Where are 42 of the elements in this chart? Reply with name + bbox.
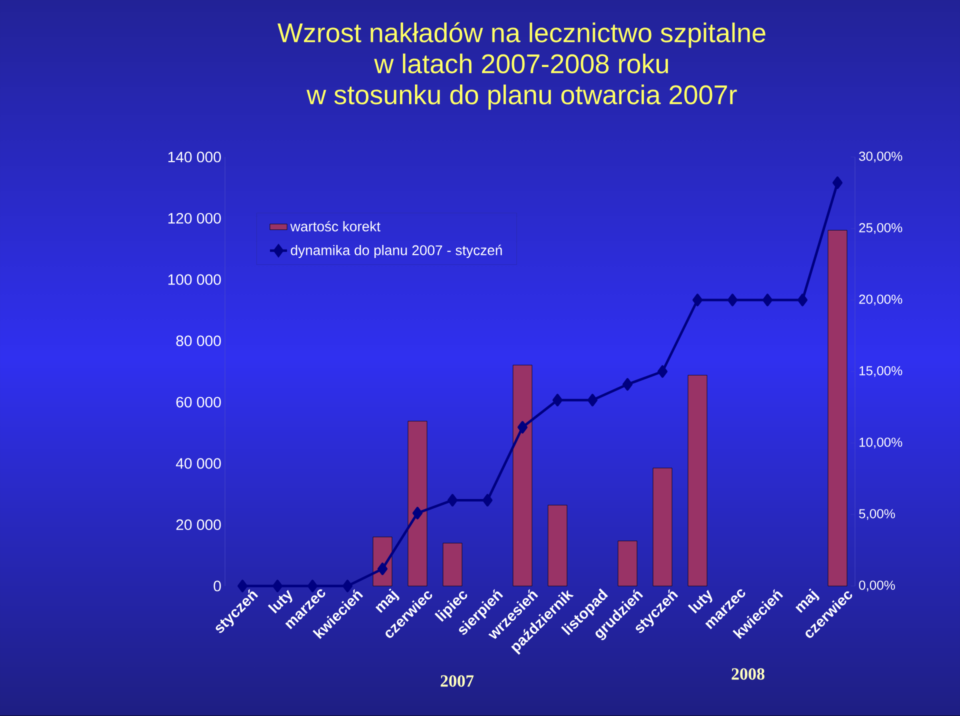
text: 2007	[440, 675, 474, 687]
y-tick-label: 100 000	[168, 274, 221, 285]
bar	[618, 540, 638, 586]
bar	[688, 374, 708, 586]
bar	[548, 504, 568, 586]
y2-tick-label: 20,00%	[859, 294, 902, 306]
y-tick-label: 80 000	[176, 336, 221, 346]
text: 2008	[732, 668, 764, 680]
bar	[828, 230, 848, 586]
y-tick-label: 0	[214, 580, 221, 592]
y-tick-label: 140 000	[168, 152, 221, 162]
point	[588, 394, 598, 406]
point	[692, 294, 703, 306]
y2-tick-label: 15,00%	[860, 366, 902, 377]
bar	[512, 364, 532, 586]
y2-tick-label: 30,00%	[859, 152, 902, 162]
y-tick-label: 40 000	[176, 458, 221, 469]
point	[448, 494, 458, 506]
y-tick-label: 120 000	[168, 212, 221, 224]
chart-title: Wzrost nakładów na lecznictwo szpitalne w latach 2007-2008 roku w stosunku do planu otwarcia 2007r	[278, 22, 766, 110]
legend-label: wartośc korekt	[290, 220, 380, 232]
point	[798, 294, 808, 306]
bar	[652, 468, 672, 586]
y2-tick-label: 0,00%	[859, 580, 895, 592]
y2-tick-label: 25,00%	[859, 223, 902, 234]
y-tick-label: 60 000	[176, 396, 221, 408]
bar	[442, 542, 462, 586]
y-tick-label: 20 000	[176, 519, 221, 530]
point	[518, 421, 528, 434]
point	[412, 506, 423, 520]
point	[552, 394, 563, 406]
point	[658, 365, 668, 378]
point	[378, 562, 388, 576]
y2-tick-label: 5,00%	[859, 509, 895, 520]
point	[832, 176, 843, 189]
y2-tick-label: 10,00%	[860, 438, 902, 448]
point	[728, 294, 738, 306]
point	[762, 294, 773, 306]
legend-label: dynamika do planu 2007 - styczeń	[290, 244, 502, 258]
bar	[408, 420, 428, 586]
point	[482, 494, 493, 506]
point	[622, 378, 633, 391]
